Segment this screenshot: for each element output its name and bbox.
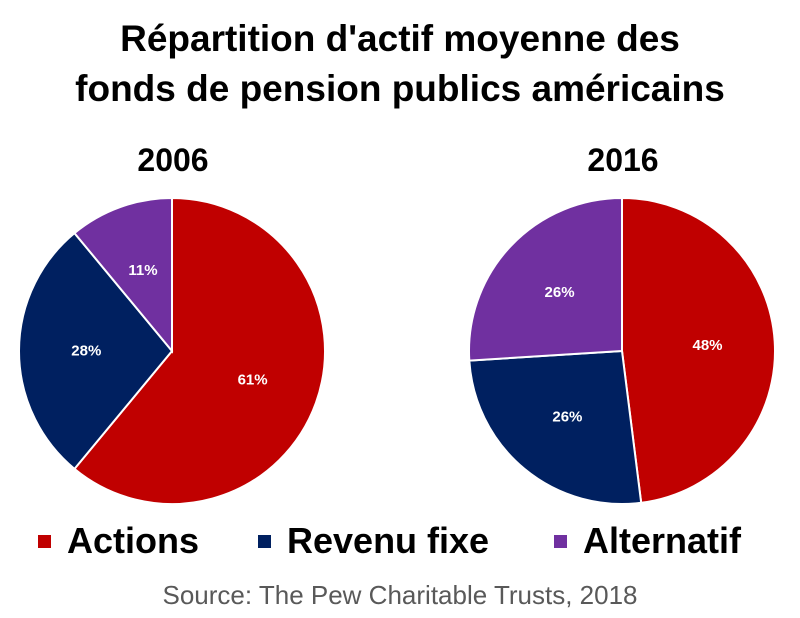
pie-slice-2016-actions [621,196,776,504]
pie-slice-2006-actions [73,196,326,505]
pie-slice-2016-revenu-fixe [468,349,643,505]
source-note: Source: The Pew Charitable Trusts, 2018 [162,580,638,610]
chart-title-line-1: Répartition d'actif moyenne des [120,18,680,59]
legend-swatch-actions [38,534,51,548]
legend-label-alternatif: Alternatif [583,520,742,561]
chart-title: Répartition d'actif moyenne des fonds de… [0,14,800,114]
legend-label-revenu-fixe: Revenu fixe [287,520,490,561]
pie-title-2016: 2016 [587,142,659,178]
pie-chart-2016: 48% 26% 26% [468,196,776,505]
data-label-2006-alternatif: 11% [128,262,157,279]
data-label-2006-revenu-fixe: 28% [71,343,101,360]
data-label-2016-alternatif: 26% [545,284,575,301]
legend-item-actions: Actions [38,516,199,566]
legend-item-revenu-fixe: Revenu fixe [258,516,489,566]
data-label-2016-revenu-fixe: 26% [552,409,582,426]
data-label-2016-actions: 48% [692,337,722,354]
legend-label-actions: Actions [67,520,200,561]
pie-chart-2006: 61% 28% 11% [18,196,326,505]
pie-slice-2016-alternatif [468,196,623,362]
pie-slice-2006-revenu-fixe [18,231,174,471]
legend-swatch-revenu-fixe [258,534,271,548]
legend: Actions Revenu fixe Alternatif [0,516,800,566]
chart-title-line-2: fonds de pension publics américains [75,68,725,109]
legend-swatch-alternatif [554,534,567,548]
pie-title-2006: 2006 [137,142,209,178]
data-label-2006-actions: 61% [238,372,268,389]
pie-slice-2006-alternatif [73,196,173,354]
legend-item-alternatif: Alternatif [554,516,741,566]
